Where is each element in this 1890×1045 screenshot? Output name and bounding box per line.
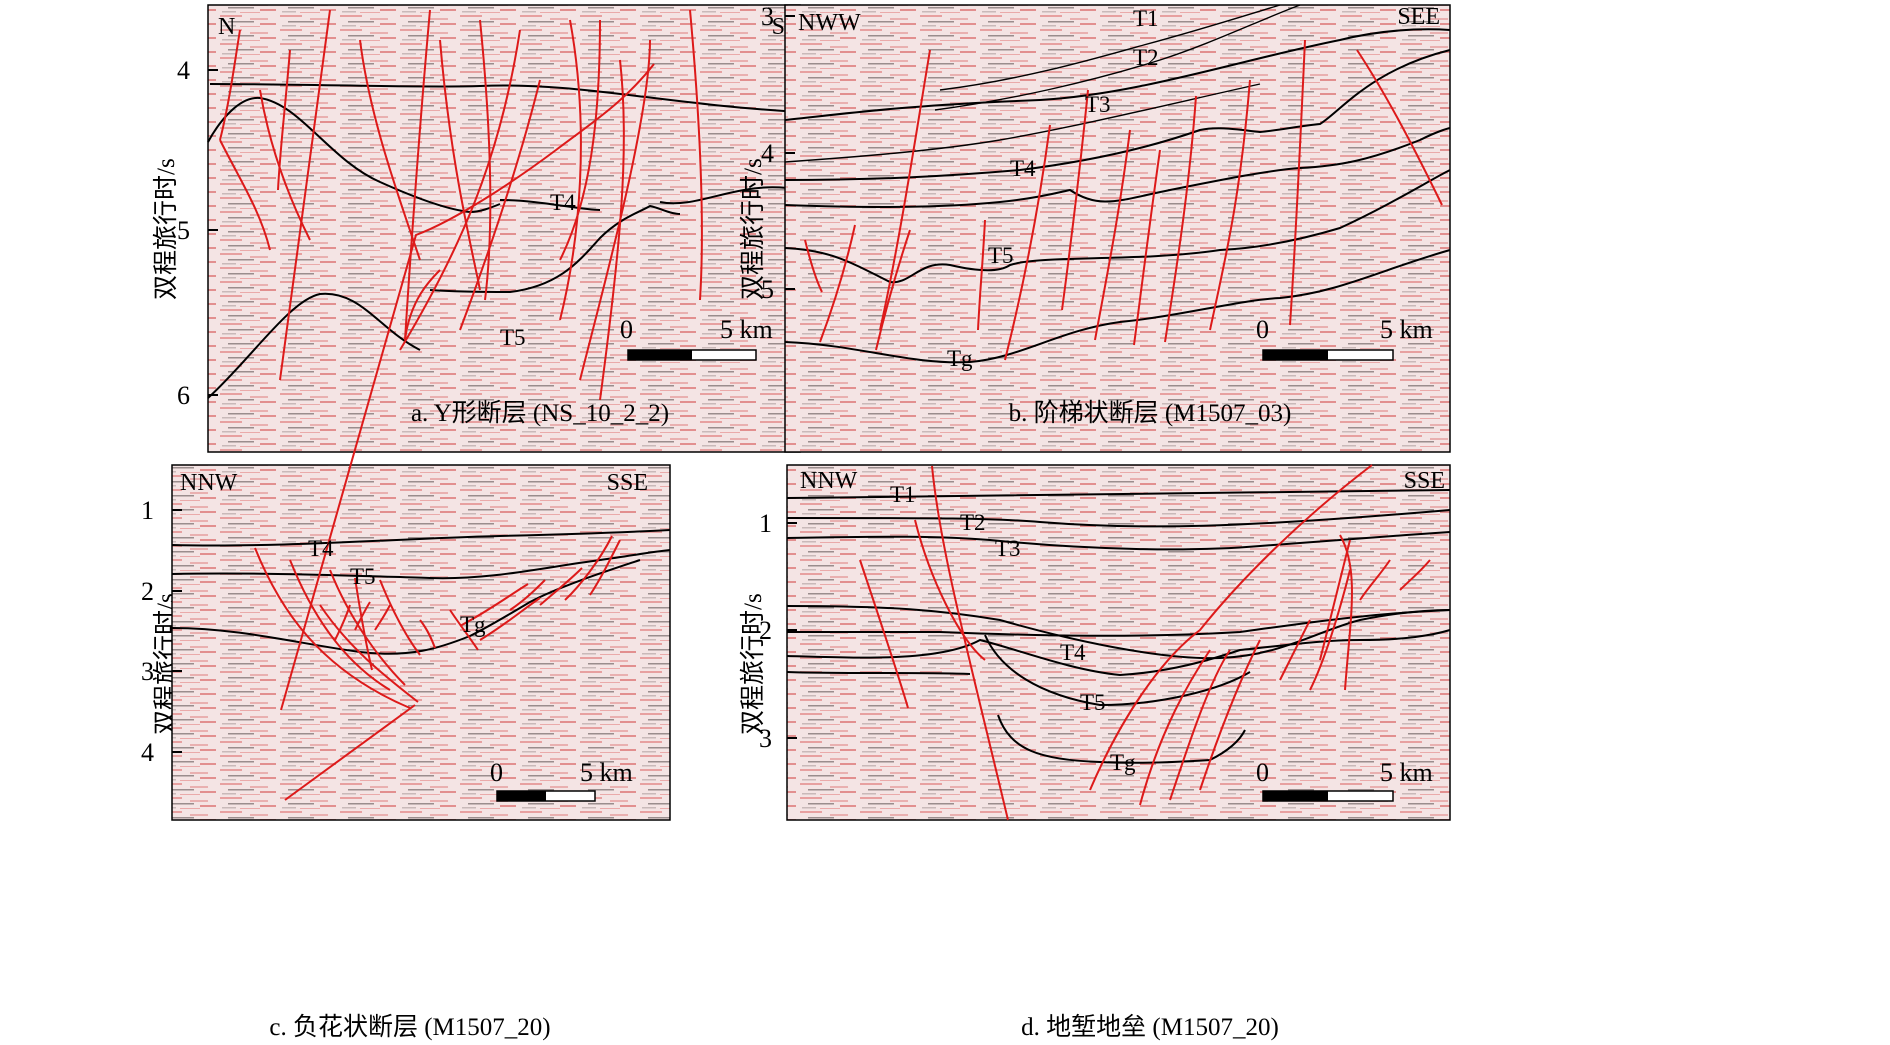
horizon-label: T3: [995, 536, 1021, 561]
direction-left: NNW: [800, 468, 858, 494]
faults: [254, 63, 655, 801]
horizon-label: T5: [500, 325, 526, 350]
scale-bar: 0 5 km: [1256, 758, 1433, 802]
scale-start: 0: [1256, 758, 1269, 787]
y-tick-label: 3: [141, 657, 154, 686]
panel-c-caption: c. 负花状断层 (M1507_20): [269, 1014, 551, 1041]
direction-right: S: [772, 14, 785, 40]
scale-end: 5 km: [1380, 758, 1433, 787]
scale-start: 0: [620, 315, 633, 344]
panel-a-section: 4 5 6 N S: [177, 4, 801, 453]
horizon-label: T2: [960, 510, 986, 535]
y-axis: 1 2 3: [759, 509, 797, 753]
faults: [804, 39, 1443, 361]
y-tick-label: 4: [177, 56, 190, 85]
y-tick-label: 1: [759, 509, 772, 538]
scale-start: 0: [490, 758, 503, 787]
panel-a-caption: a. Y形断层 (NS_10_2_2): [410, 400, 670, 427]
y-tick-label: 6: [177, 381, 190, 410]
y-tick-label: 2: [141, 577, 154, 606]
direction-left: NNW: [180, 470, 238, 496]
horizons: [786, 489, 1451, 764]
horizon-label: T2: [1133, 45, 1159, 70]
scale-bar: 0 5 km: [620, 315, 773, 361]
y-tick-label: 4: [761, 139, 774, 168]
horizon-label: T5: [1080, 690, 1106, 715]
scale-bar: 0 5 km: [1256, 315, 1433, 361]
panel-c-section: 1 2 3 4 NNW SSE: [141, 63, 671, 821]
horizon-label: Tg: [1110, 750, 1136, 775]
horizon-label: T4: [308, 536, 334, 561]
horizon-label: T5: [988, 243, 1014, 268]
direction-left: N: [218, 14, 235, 40]
seismic-image: [786, 464, 1451, 821]
scale-end: 5 km: [720, 315, 773, 344]
panel-b-caption: b. 阶梯状断层 (M1507_03): [1008, 400, 1292, 427]
scale-end: 5 km: [1380, 315, 1433, 344]
horizon-label: T4: [1060, 640, 1086, 665]
horizon-label: Tg: [947, 346, 973, 371]
panel-b-section: 3 4 5 NWW SEE: [761, 2, 1451, 453]
horizons-major: [784, 28, 1451, 364]
panel-d-section: 1 2 3 NNW SSE: [759, 464, 1451, 821]
faults: [219, 9, 703, 401]
horizon-label: T4: [550, 190, 576, 215]
direction-right: SEE: [1397, 4, 1440, 30]
y-tick-label: 5: [177, 216, 190, 245]
y-axis: 4 5 6: [177, 56, 218, 410]
y-tick-label: 1: [141, 496, 154, 525]
horizon-label: T4: [1010, 156, 1036, 181]
direction-left: NWW: [798, 10, 861, 36]
horizons: [784, 4, 1301, 163]
y-axis: 3 4 5: [761, 2, 795, 304]
seismic-image: [171, 464, 671, 821]
y-tick-label: 2: [759, 616, 772, 645]
y-tick-label: 5: [761, 275, 774, 304]
seismic-image: [207, 4, 801, 453]
horizon-label: T3: [1085, 92, 1111, 117]
horizon-label: T1: [1133, 6, 1159, 31]
y-tick-label: 3: [759, 724, 772, 753]
horizon-label: T1: [890, 482, 916, 507]
direction-right: SSE: [607, 470, 648, 496]
scale-end: 5 km: [580, 758, 633, 787]
horizon-label: Tg: [460, 612, 486, 637]
faults: [859, 464, 1431, 821]
y-axis: 1 2 3 4: [141, 496, 182, 767]
horizon-label: T5: [350, 564, 376, 589]
scale-start: 0: [1256, 315, 1269, 344]
panel-d-caption: d. 地堑地垒 (M1507_20): [1021, 1014, 1279, 1041]
y-tick-label: 4: [141, 738, 154, 767]
scale-bar: 0 5 km: [490, 758, 633, 802]
horizons: [207, 83, 801, 399]
y-tick-label: 3: [761, 2, 774, 31]
